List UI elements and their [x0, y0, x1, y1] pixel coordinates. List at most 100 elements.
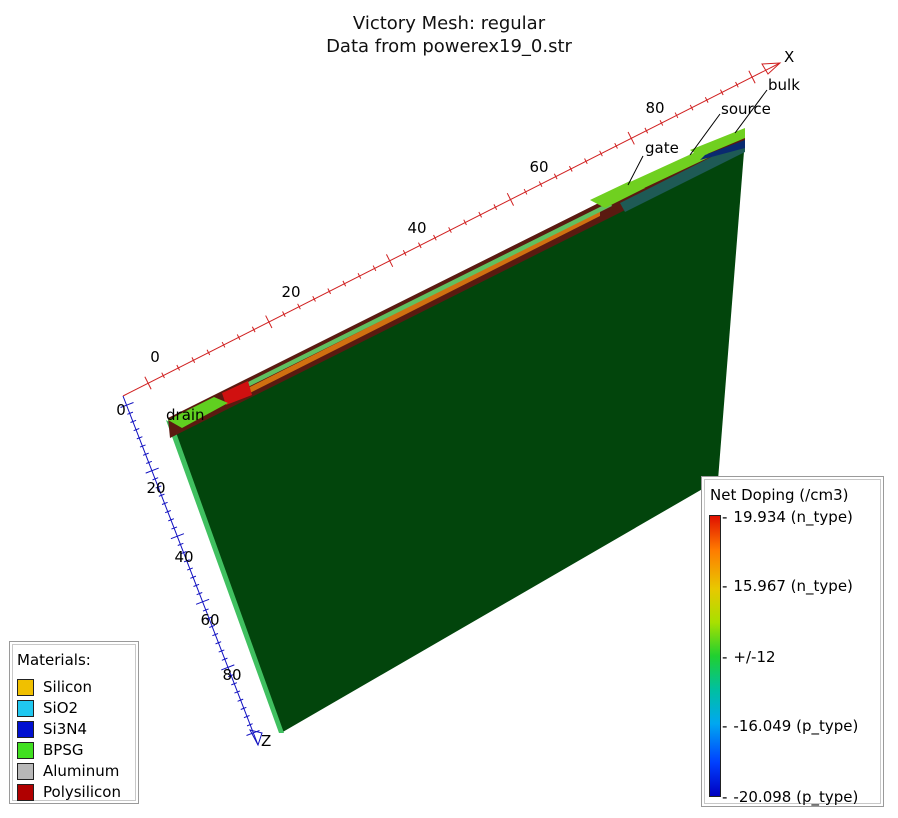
- z-tick-label-0: 0: [116, 401, 126, 419]
- material-label: Si3N4: [43, 720, 87, 738]
- axis-tick: [342, 280, 347, 287]
- axis-tick: [209, 624, 216, 628]
- doping-label-mid: +/-12: [722, 648, 775, 666]
- gate-leader-line: [627, 155, 644, 186]
- x-axis-line: [122, 62, 781, 397]
- axis-tick: [133, 428, 140, 432]
- material-row-silicon: Silicon: [17, 677, 92, 697]
- axis-tick: [372, 265, 377, 272]
- axis-tick: [704, 97, 709, 103]
- axis-tick: [218, 649, 225, 653]
- x-axis-arrowhead: [761, 62, 782, 75]
- axis-tick: [221, 664, 235, 671]
- axis-tick: [127, 411, 134, 415]
- axis-tick: [402, 250, 407, 256]
- axis-tick: [282, 311, 286, 318]
- x-axis-label: X: [784, 48, 794, 66]
- axis-tick: [748, 70, 756, 84]
- z-tick-label-40: 40: [174, 548, 193, 566]
- axis-tick: [221, 657, 228, 661]
- axis-tick: [177, 542, 184, 546]
- axis-tick: [144, 376, 152, 390]
- axis-tick: [120, 402, 134, 408]
- axis-tick: [237, 698, 244, 702]
- axis-tick: [357, 273, 362, 279]
- electrode-label-bulk: bulk: [768, 76, 800, 94]
- doping-legend-frame: [704, 479, 881, 804]
- x-tick-label-80: 80: [645, 99, 664, 117]
- axis-tick: [231, 682, 238, 686]
- axis-tick: [234, 690, 241, 694]
- material-swatch: [17, 783, 34, 801]
- axis-tick: [187, 567, 193, 571]
- axis-tick: [627, 131, 635, 145]
- x-axis-tick-labels: 0 20 40 60 80: [150, 99, 664, 366]
- drain-contact: [168, 397, 228, 428]
- axis-tick: [659, 120, 664, 126]
- axis-tick: [206, 349, 211, 356]
- axis-tick: [327, 288, 331, 295]
- axis-tick: [142, 452, 149, 456]
- z-tick-label-80: 80: [222, 666, 241, 684]
- title-line-2: Data from powerex19_0.str: [326, 36, 572, 57]
- substrate-face: [169, 139, 745, 733]
- material-row-sio2: SiO2: [17, 698, 78, 718]
- material-label: Aluminum: [43, 762, 120, 780]
- bulk-contact: [690, 128, 745, 157]
- axis-tick: [158, 493, 165, 497]
- doping-color-bar: [709, 515, 721, 797]
- axis-tick: [614, 142, 618, 149]
- x-tick-label-20: 20: [281, 283, 300, 301]
- axis-tick: [161, 501, 168, 505]
- axis-tick: [170, 533, 185, 540]
- bulk-leader-line: [734, 89, 768, 134]
- material-swatch: [17, 720, 34, 738]
- axis-tick: [202, 608, 209, 612]
- axis-tick: [193, 583, 200, 587]
- axis-tick: [584, 158, 588, 165]
- doping-label-max: 19.934 (n_type): [722, 508, 852, 526]
- material-label: BPSG: [43, 741, 84, 759]
- x-tick-label-40: 40: [407, 219, 426, 237]
- axis-tick: [538, 181, 543, 187]
- axis-tick: [152, 477, 159, 481]
- title-line-1: Victory Mesh: regular: [352, 13, 546, 34]
- axis-tick: [251, 326, 256, 333]
- axis-tick: [553, 173, 558, 180]
- axis-tick: [130, 419, 137, 423]
- axis-tick: [265, 315, 273, 329]
- axis-tick: [599, 150, 603, 157]
- plot-title: Victory Mesh: regular Data from powerex1…: [0, 12, 898, 58]
- axis-tick: [463, 219, 467, 226]
- net-doping-legend: Net Doping (/cm3) 19.934 (n_type) 15.967…: [701, 476, 884, 807]
- axis-tick: [145, 467, 159, 474]
- axis-tick: [720, 89, 724, 96]
- z-axis-label: Z: [261, 732, 271, 750]
- axis-tick: [168, 518, 175, 522]
- axis-tick: [212, 633, 219, 637]
- axis-tick: [523, 188, 528, 195]
- axis-tick: [155, 485, 162, 489]
- material-swatch: [17, 678, 34, 696]
- axis-tick: [146, 460, 153, 464]
- material-row-bpsg: BPSG: [17, 740, 83, 760]
- polysilicon-block: [222, 381, 252, 405]
- axis-tick: [221, 341, 226, 348]
- silicon-strip: [240, 210, 600, 398]
- axis-tick: [493, 204, 498, 210]
- x-tick-label-60: 60: [529, 158, 548, 176]
- nplus-region: [620, 140, 745, 212]
- material-swatch: [17, 741, 34, 759]
- axis-tick: [243, 715, 250, 719]
- material-swatch: [17, 762, 34, 780]
- axis-tick: [569, 165, 573, 172]
- axis-tick: [164, 510, 171, 514]
- z-axis-ticks: [120, 402, 260, 736]
- axis-tick: [215, 641, 222, 645]
- material-label: Polysilicon: [43, 783, 121, 801]
- axis-tick: [478, 211, 482, 218]
- axis-tick: [297, 303, 301, 310]
- material-row-si3n4: Si3N4: [17, 719, 87, 739]
- axis-tick: [644, 127, 649, 134]
